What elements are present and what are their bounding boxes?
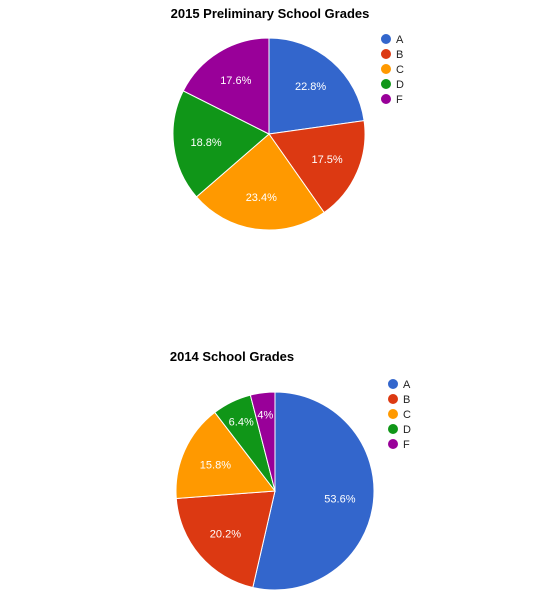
pie-slice-a — [268, 37, 365, 135]
legend-label-c: C — [403, 409, 411, 421]
legend-marker-c — [381, 64, 391, 74]
legend-marker-a — [388, 379, 398, 389]
pie-slices-2015 — [172, 37, 366, 231]
slice-label-c: 23.4% — [246, 192, 277, 204]
legend-marker-a — [381, 34, 391, 44]
pie-labels-2015: 22.8% 17.5% 23.4% 18.8% 17.6% — [190, 75, 342, 204]
legend-marker-d — [388, 424, 398, 434]
slice-label-f: 4% — [257, 409, 273, 421]
legend-marker-b — [388, 394, 398, 404]
legend-label-a: A — [403, 379, 411, 391]
pie-labels-2014: 53.6% 20.2% 15.8% 6.4%4% — [200, 409, 356, 540]
pie-slice-b — [175, 490, 276, 589]
pie-slice-c — [195, 133, 325, 231]
pie-slice-f — [249, 391, 276, 492]
pie-slice-c — [175, 411, 276, 499]
pie-slice-a — [252, 391, 375, 591]
legend-marker-d — [381, 79, 391, 89]
slice-label-d: 6.4% — [229, 417, 254, 429]
legend-label-f: F — [396, 94, 403, 106]
legend-label-c: C — [396, 64, 404, 76]
pie-chart-2015: 2015 Preliminary School Grades 22.8% 17.5… — [171, 6, 404, 231]
legend-label-d: D — [396, 79, 404, 91]
slice-label-d: 18.8% — [190, 137, 221, 149]
pie-slice-b — [268, 120, 366, 214]
pie-slice-f — [182, 37, 270, 135]
legend-label-b: B — [403, 394, 410, 406]
legend-marker-b — [381, 49, 391, 59]
legend-label-b: B — [396, 49, 403, 61]
slice-label-f: 17.6% — [220, 75, 251, 87]
slice-label-a: 22.8% — [295, 81, 326, 93]
legend-marker-f — [381, 94, 391, 104]
chart-title-2015: 2015 Preliminary School Grades — [171, 6, 370, 21]
legend-label-f: F — [403, 439, 410, 451]
chart-title-2014: 2014 School Grades — [170, 349, 294, 364]
legend-label-d: D — [403, 424, 411, 436]
legend-label-a: A — [396, 34, 404, 46]
legend-marker-f — [388, 439, 398, 449]
pie-slice-d — [172, 90, 270, 198]
pie-chart-2014: 2014 School Grades 53.6% 20.2% 15.8% 6.4%4%… — [170, 349, 411, 591]
slice-label-a: 53.6% — [324, 493, 355, 505]
pie-slices-2014 — [175, 391, 375, 591]
slice-label-c: 15.8% — [200, 459, 231, 471]
slice-label-b: 20.2% — [210, 529, 241, 541]
slice-label-b: 17.5% — [311, 154, 342, 166]
legend-marker-c — [388, 409, 398, 419]
